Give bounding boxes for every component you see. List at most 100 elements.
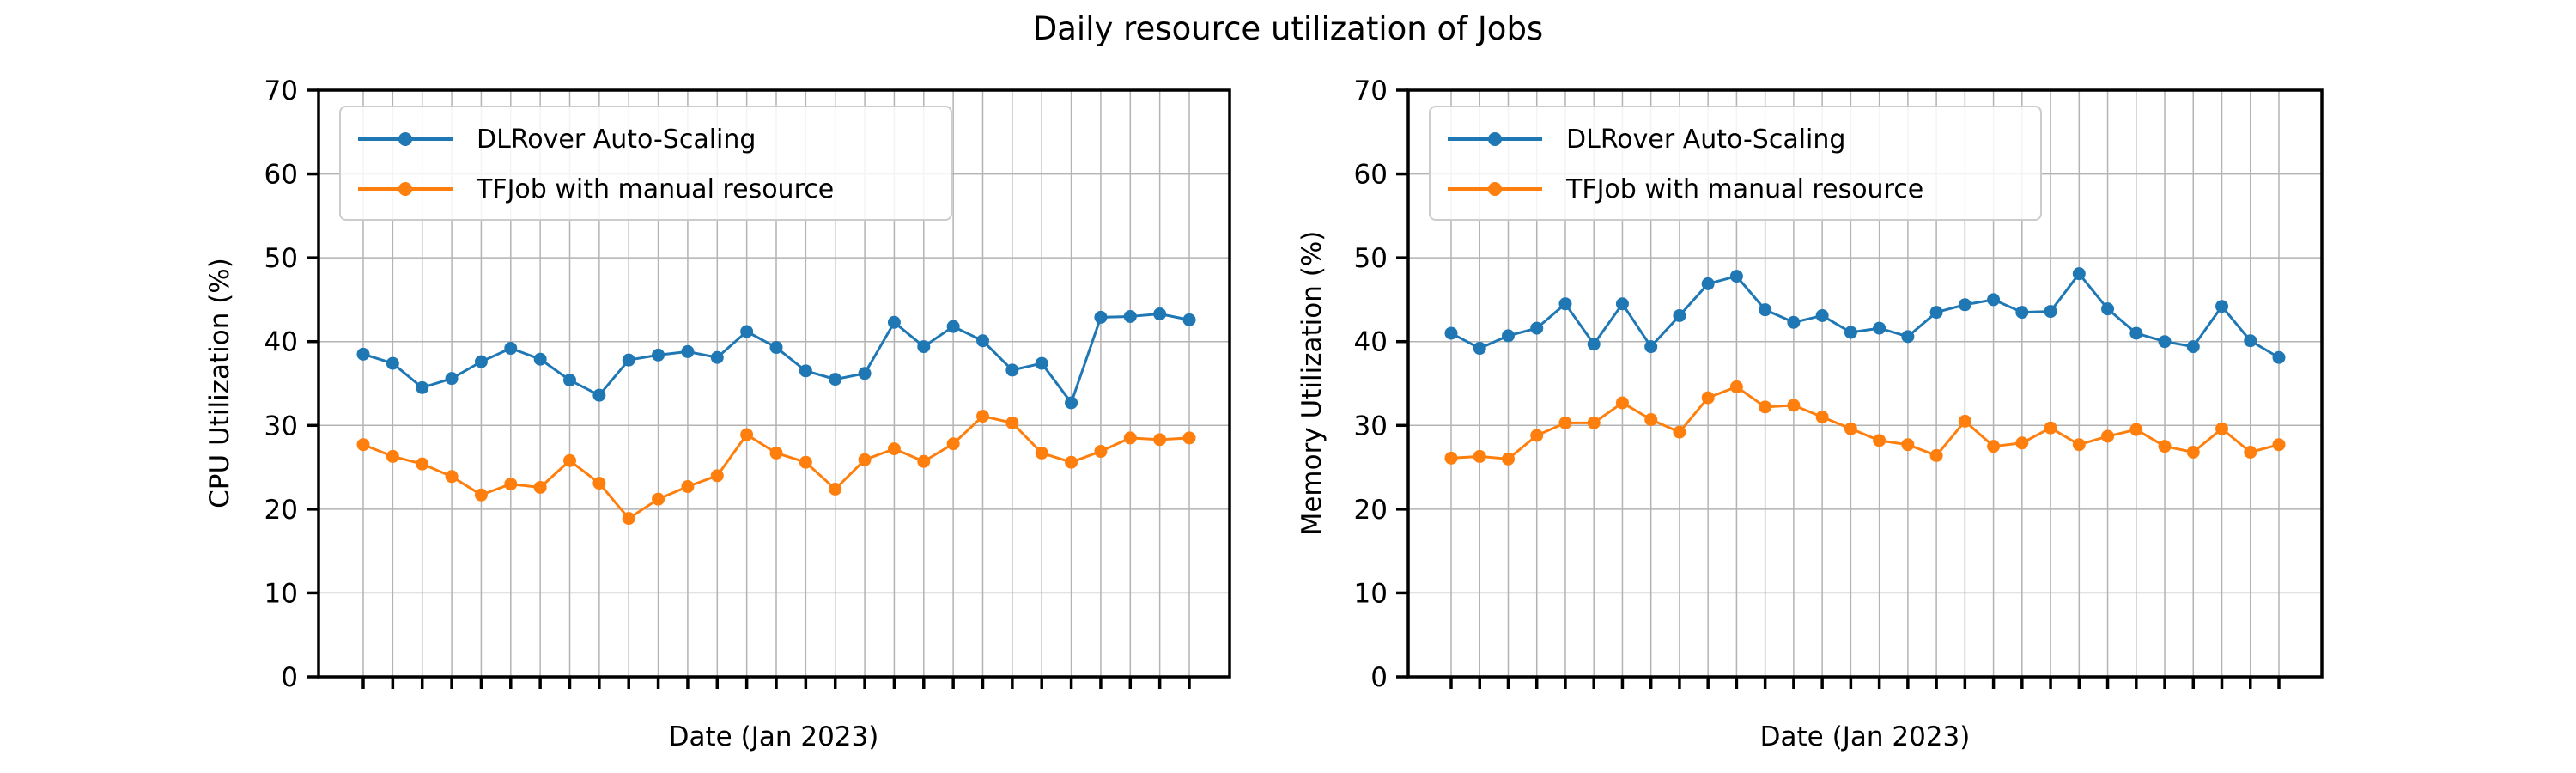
y-tick-label: 40 bbox=[1354, 327, 1388, 358]
memory-legend: DLRover Auto-Scaling TFJob with manual r… bbox=[1429, 106, 2042, 221]
legend-item-tfjob: TFJob with manual resource bbox=[358, 164, 951, 214]
data-point bbox=[2015, 436, 2029, 450]
data-point bbox=[1005, 363, 1019, 377]
data-point bbox=[563, 374, 576, 387]
data-point bbox=[416, 380, 429, 394]
data-point bbox=[1123, 431, 1137, 445]
data-point bbox=[976, 410, 989, 423]
data-point bbox=[2044, 305, 2057, 319]
data-point bbox=[1815, 411, 1829, 424]
data-point bbox=[1729, 380, 1743, 393]
data-point bbox=[1065, 455, 1078, 469]
legend-item-dlrover: DLRover Auto-Scaling bbox=[358, 114, 951, 164]
data-point bbox=[1929, 448, 1943, 462]
data-point bbox=[1587, 416, 1601, 429]
data-point bbox=[1153, 433, 1167, 447]
data-point bbox=[1644, 340, 1658, 354]
data-point bbox=[2044, 421, 2057, 435]
data-point bbox=[1065, 396, 1078, 410]
data-point bbox=[386, 356, 399, 370]
data-point bbox=[1644, 412, 1658, 426]
data-point bbox=[710, 350, 724, 364]
data-point bbox=[1182, 431, 1196, 445]
data-point bbox=[2272, 438, 2286, 452]
data-point bbox=[1759, 400, 1772, 414]
data-point bbox=[1958, 298, 1971, 312]
data-point bbox=[1929, 306, 1943, 320]
data-point bbox=[1958, 414, 1971, 428]
data-point bbox=[504, 478, 518, 491]
data-point bbox=[1123, 309, 1137, 323]
data-point bbox=[740, 428, 754, 441]
data-point bbox=[829, 373, 842, 386]
data-point bbox=[2101, 429, 2115, 443]
data-point bbox=[652, 348, 665, 362]
y-tick-label: 30 bbox=[264, 411, 298, 441]
figure-title: Daily resource utilization of Jobs bbox=[1032, 10, 1544, 47]
data-point bbox=[445, 372, 459, 386]
series-dlrover bbox=[1444, 267, 2286, 364]
data-point bbox=[1444, 326, 1458, 340]
legend-label-dlrover: DLRover Auto-Scaling bbox=[477, 124, 756, 155]
data-point bbox=[1729, 270, 1743, 283]
data-point bbox=[1844, 422, 1857, 435]
data-point bbox=[2244, 446, 2257, 460]
data-point bbox=[1153, 307, 1167, 321]
data-point bbox=[2072, 267, 2086, 281]
data-point bbox=[858, 367, 872, 380]
data-point bbox=[1473, 342, 1486, 356]
data-point bbox=[652, 492, 665, 506]
data-point bbox=[1787, 315, 1801, 329]
y-tick-label: 20 bbox=[264, 495, 298, 526]
data-point bbox=[829, 482, 842, 496]
data-point bbox=[1873, 434, 1886, 447]
data-point bbox=[799, 455, 812, 469]
series-tfjob bbox=[356, 410, 1196, 526]
data-point bbox=[1587, 338, 1601, 351]
data-point bbox=[1094, 310, 1108, 324]
data-point bbox=[799, 364, 812, 378]
data-point bbox=[622, 353, 635, 367]
data-point bbox=[1701, 391, 1715, 405]
data-point bbox=[1182, 313, 1196, 326]
data-point bbox=[416, 457, 429, 471]
y-tick-label: 50 bbox=[1354, 243, 1388, 274]
data-point bbox=[533, 352, 547, 366]
data-point bbox=[2129, 326, 2143, 340]
y-tick-label: 0 bbox=[1370, 662, 1388, 693]
y-tick-label: 30 bbox=[1354, 411, 1388, 441]
legend-label-tfjob: TFJob with manual resource bbox=[477, 173, 835, 204]
data-point bbox=[1473, 449, 1486, 463]
cpu-x-axis-label: Date (Jan 2023) bbox=[668, 721, 879, 752]
data-point bbox=[887, 315, 901, 329]
data-point bbox=[474, 355, 488, 368]
series-tfjob bbox=[1444, 380, 2286, 466]
data-point bbox=[1673, 425, 1686, 439]
data-point bbox=[917, 340, 931, 354]
data-point bbox=[1558, 416, 1572, 429]
data-point bbox=[1759, 303, 1772, 317]
data-point bbox=[622, 512, 635, 526]
data-point bbox=[1673, 308, 1686, 322]
dlrover-line-marker-icon bbox=[1448, 131, 1542, 148]
y-tick-label: 70 bbox=[1354, 76, 1388, 107]
data-point bbox=[386, 449, 399, 463]
data-point bbox=[1844, 326, 1857, 339]
data-point bbox=[2158, 335, 2172, 349]
cpu-y-axis-label: CPU Utilization (%) bbox=[204, 258, 235, 508]
data-point bbox=[1901, 438, 1915, 452]
data-point bbox=[1701, 277, 1715, 290]
data-point bbox=[592, 477, 606, 490]
data-point bbox=[1444, 451, 1458, 465]
data-point bbox=[2158, 440, 2172, 453]
memory-x-axis-label: Date (Jan 2023) bbox=[1759, 721, 1971, 752]
data-point bbox=[1615, 297, 1629, 311]
data-point bbox=[1987, 440, 2001, 453]
legend-item-tfjob: TFJob with manual resource bbox=[1448, 164, 2040, 214]
data-point bbox=[563, 453, 576, 467]
data-point bbox=[2186, 446, 2200, 460]
data-point bbox=[1501, 329, 1515, 343]
data-point bbox=[356, 347, 370, 361]
data-point bbox=[592, 388, 606, 402]
data-point bbox=[1815, 308, 1829, 322]
